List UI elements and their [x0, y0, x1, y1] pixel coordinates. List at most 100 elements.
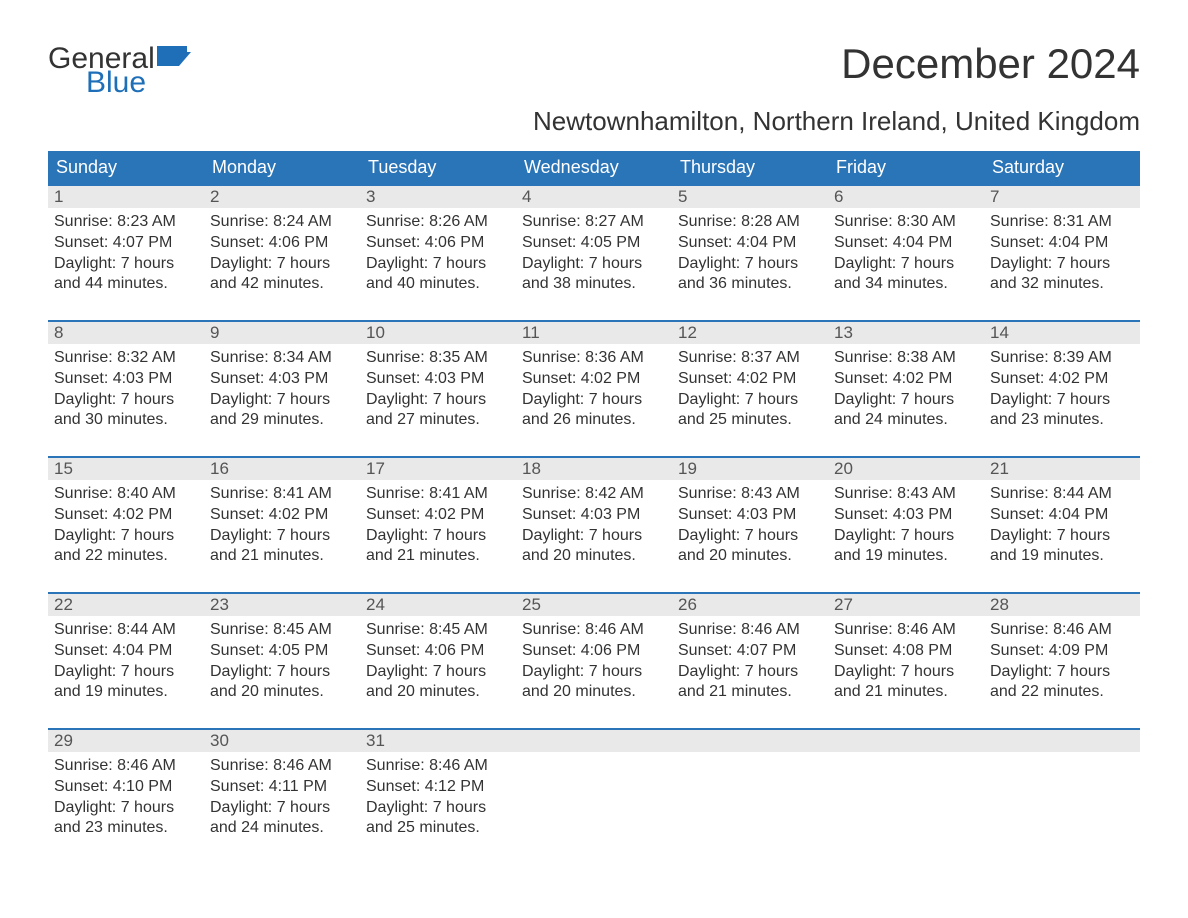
- day-line-sr: Sunrise: 8:37 AM: [678, 348, 822, 369]
- day-body: Sunrise: 8:40 AMSunset: 4:02 PMDaylight:…: [48, 480, 204, 567]
- day-body: Sunrise: 8:43 AMSunset: 4:03 PMDaylight:…: [828, 480, 984, 567]
- day-body: Sunrise: 8:36 AMSunset: 4:02 PMDaylight:…: [516, 344, 672, 431]
- day-number: 3: [360, 186, 516, 208]
- day-cell: 23Sunrise: 8:45 AMSunset: 4:05 PMDayligh…: [204, 594, 360, 704]
- day-line-ss: Sunset: 4:04 PM: [990, 233, 1134, 254]
- day-line-d1: Daylight: 7 hours: [834, 662, 978, 683]
- day-line-d2: and 23 minutes.: [990, 410, 1134, 431]
- day-body: Sunrise: 8:42 AMSunset: 4:03 PMDaylight:…: [516, 480, 672, 567]
- day-line-d1: Daylight: 7 hours: [54, 390, 198, 411]
- day-body: Sunrise: 8:23 AMSunset: 4:07 PMDaylight:…: [48, 208, 204, 295]
- day-number: 19: [672, 458, 828, 480]
- day-line-sr: Sunrise: 8:46 AM: [990, 620, 1134, 641]
- day-line-d1: Daylight: 7 hours: [54, 798, 198, 819]
- day-cell: 12Sunrise: 8:37 AMSunset: 4:02 PMDayligh…: [672, 322, 828, 432]
- day-number: 17: [360, 458, 516, 480]
- day-line-d2: and 24 minutes.: [210, 818, 354, 839]
- day-line-sr: Sunrise: 8:43 AM: [678, 484, 822, 505]
- day-line-d1: Daylight: 7 hours: [366, 798, 510, 819]
- day-body: Sunrise: 8:38 AMSunset: 4:02 PMDaylight:…: [828, 344, 984, 431]
- day-cell: 7Sunrise: 8:31 AMSunset: 4:04 PMDaylight…: [984, 186, 1140, 296]
- day-line-sr: Sunrise: 8:38 AM: [834, 348, 978, 369]
- day-cell: 11Sunrise: 8:36 AMSunset: 4:02 PMDayligh…: [516, 322, 672, 432]
- weekday-header: Thursday: [672, 151, 828, 184]
- day-number: 22: [48, 594, 204, 616]
- day-line-d2: and 29 minutes.: [210, 410, 354, 431]
- day-number: [672, 730, 828, 752]
- day-line-d1: Daylight: 7 hours: [366, 390, 510, 411]
- day-line-sr: Sunrise: 8:46 AM: [522, 620, 666, 641]
- day-line-d2: and 21 minutes.: [834, 682, 978, 703]
- day-cell: 8Sunrise: 8:32 AMSunset: 4:03 PMDaylight…: [48, 322, 204, 432]
- day-line-sr: Sunrise: 8:27 AM: [522, 212, 666, 233]
- day-body: Sunrise: 8:39 AMSunset: 4:02 PMDaylight:…: [984, 344, 1140, 431]
- day-cell: 6Sunrise: 8:30 AMSunset: 4:04 PMDaylight…: [828, 186, 984, 296]
- day-cell: 3Sunrise: 8:26 AMSunset: 4:06 PMDaylight…: [360, 186, 516, 296]
- day-body: Sunrise: 8:46 AMSunset: 4:06 PMDaylight:…: [516, 616, 672, 703]
- day-line-sr: Sunrise: 8:36 AM: [522, 348, 666, 369]
- weekday-header-row: Sunday Monday Tuesday Wednesday Thursday…: [48, 151, 1140, 184]
- day-line-d2: and 36 minutes.: [678, 274, 822, 295]
- day-line-sr: Sunrise: 8:44 AM: [54, 620, 198, 641]
- day-line-ss: Sunset: 4:02 PM: [834, 369, 978, 390]
- day-number: 26: [672, 594, 828, 616]
- day-line-sr: Sunrise: 8:35 AM: [366, 348, 510, 369]
- day-number: 1: [48, 186, 204, 208]
- day-body: Sunrise: 8:46 AMSunset: 4:10 PMDaylight:…: [48, 752, 204, 839]
- day-line-ss: Sunset: 4:05 PM: [522, 233, 666, 254]
- day-body: Sunrise: 8:34 AMSunset: 4:03 PMDaylight:…: [204, 344, 360, 431]
- day-line-ss: Sunset: 4:06 PM: [366, 233, 510, 254]
- week-row: 8Sunrise: 8:32 AMSunset: 4:03 PMDaylight…: [48, 320, 1140, 432]
- day-line-sr: Sunrise: 8:42 AM: [522, 484, 666, 505]
- weekday-header: Friday: [828, 151, 984, 184]
- day-line-d2: and 20 minutes.: [366, 682, 510, 703]
- day-line-d1: Daylight: 7 hours: [54, 662, 198, 683]
- day-line-ss: Sunset: 4:10 PM: [54, 777, 198, 798]
- day-line-ss: Sunset: 4:03 PM: [678, 505, 822, 526]
- day-line-d2: and 20 minutes.: [678, 546, 822, 567]
- day-body: Sunrise: 8:46 AMSunset: 4:12 PMDaylight:…: [360, 752, 516, 839]
- day-line-sr: Sunrise: 8:46 AM: [366, 756, 510, 777]
- day-line-ss: Sunset: 4:11 PM: [210, 777, 354, 798]
- day-cell: [672, 730, 828, 840]
- weekday-header: Tuesday: [360, 151, 516, 184]
- day-line-sr: Sunrise: 8:34 AM: [210, 348, 354, 369]
- day-body: Sunrise: 8:27 AMSunset: 4:05 PMDaylight:…: [516, 208, 672, 295]
- day-line-sr: Sunrise: 8:45 AM: [366, 620, 510, 641]
- day-body: Sunrise: 8:35 AMSunset: 4:03 PMDaylight:…: [360, 344, 516, 431]
- day-line-d1: Daylight: 7 hours: [678, 254, 822, 275]
- day-body: Sunrise: 8:41 AMSunset: 4:02 PMDaylight:…: [360, 480, 516, 567]
- day-number: 20: [828, 458, 984, 480]
- day-number: 29: [48, 730, 204, 752]
- day-number: 15: [48, 458, 204, 480]
- day-line-d2: and 27 minutes.: [366, 410, 510, 431]
- day-cell: 9Sunrise: 8:34 AMSunset: 4:03 PMDaylight…: [204, 322, 360, 432]
- day-line-ss: Sunset: 4:04 PM: [54, 641, 198, 662]
- day-line-ss: Sunset: 4:12 PM: [366, 777, 510, 798]
- day-line-sr: Sunrise: 8:46 AM: [54, 756, 198, 777]
- day-line-d2: and 20 minutes.: [210, 682, 354, 703]
- day-line-d2: and 22 minutes.: [990, 682, 1134, 703]
- day-line-sr: Sunrise: 8:23 AM: [54, 212, 198, 233]
- day-line-d1: Daylight: 7 hours: [366, 662, 510, 683]
- day-line-ss: Sunset: 4:03 PM: [834, 505, 978, 526]
- day-line-d1: Daylight: 7 hours: [678, 526, 822, 547]
- day-line-d1: Daylight: 7 hours: [834, 254, 978, 275]
- day-line-d1: Daylight: 7 hours: [366, 254, 510, 275]
- day-line-d1: Daylight: 7 hours: [54, 526, 198, 547]
- day-line-d1: Daylight: 7 hours: [210, 526, 354, 547]
- day-cell: 1Sunrise: 8:23 AMSunset: 4:07 PMDaylight…: [48, 186, 204, 296]
- day-line-d1: Daylight: 7 hours: [990, 662, 1134, 683]
- day-line-ss: Sunset: 4:02 PM: [522, 369, 666, 390]
- day-line-sr: Sunrise: 8:46 AM: [834, 620, 978, 641]
- day-body: Sunrise: 8:30 AMSunset: 4:04 PMDaylight:…: [828, 208, 984, 295]
- day-cell: 17Sunrise: 8:41 AMSunset: 4:02 PMDayligh…: [360, 458, 516, 568]
- day-cell: 2Sunrise: 8:24 AMSunset: 4:06 PMDaylight…: [204, 186, 360, 296]
- week-row: 1Sunrise: 8:23 AMSunset: 4:07 PMDaylight…: [48, 184, 1140, 296]
- weekday-header: Monday: [204, 151, 360, 184]
- logo-flag-icon: [157, 46, 191, 73]
- day-cell: 28Sunrise: 8:46 AMSunset: 4:09 PMDayligh…: [984, 594, 1140, 704]
- day-line-d1: Daylight: 7 hours: [522, 526, 666, 547]
- day-line-sr: Sunrise: 8:45 AM: [210, 620, 354, 641]
- day-number: 10: [360, 322, 516, 344]
